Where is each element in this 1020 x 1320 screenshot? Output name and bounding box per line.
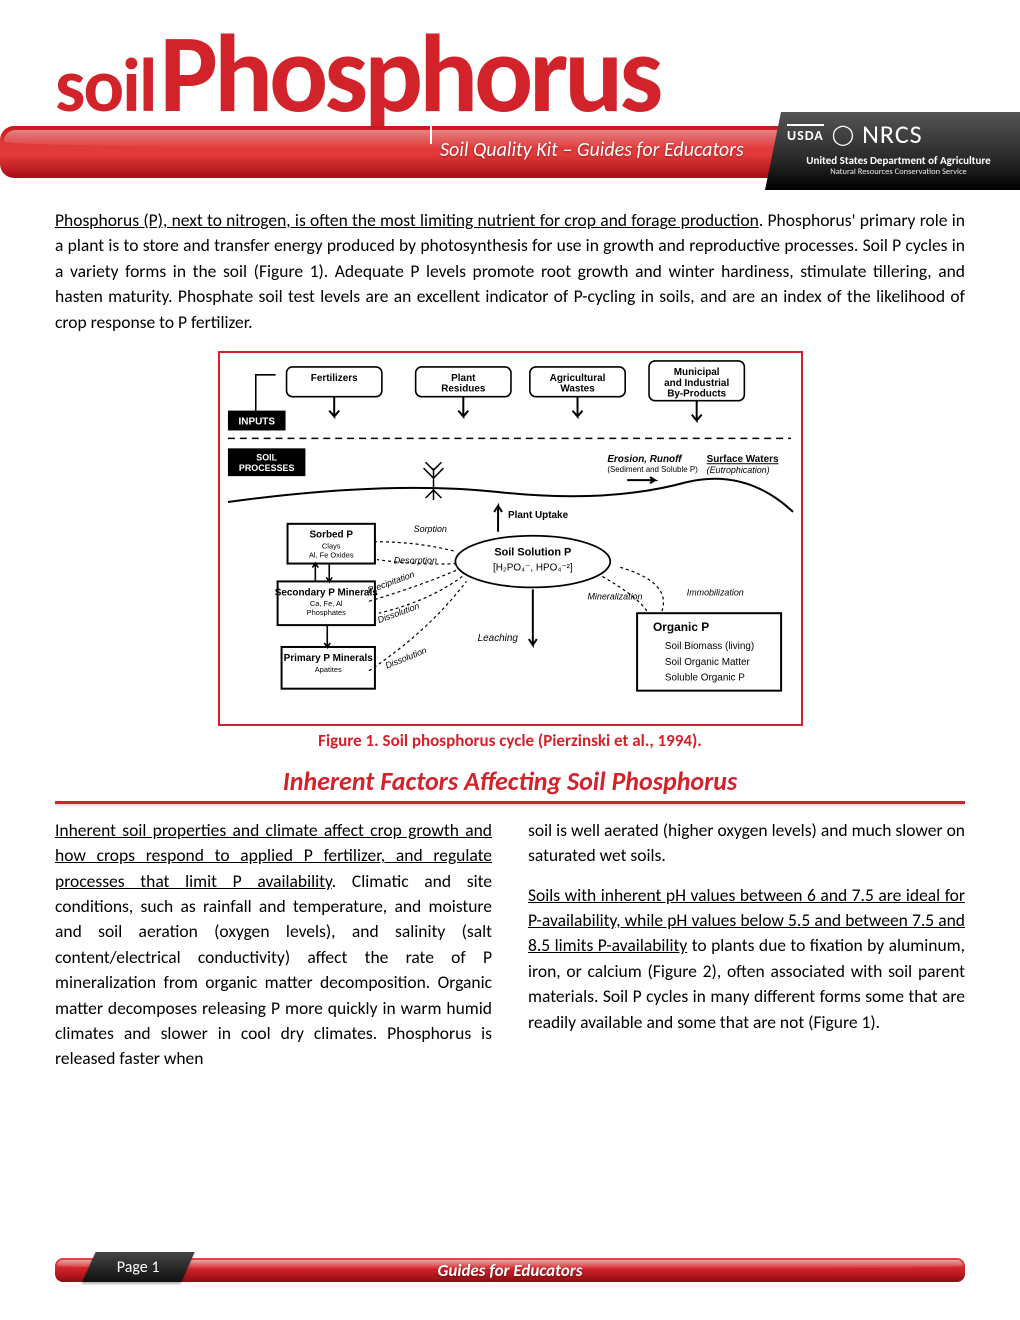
svg-text:Clays: Clays: [321, 542, 340, 551]
agency-dept: United States Department of Agriculture: [787, 154, 1010, 167]
nrcs-logo-text: NRCS: [862, 118, 922, 150]
svg-text:(Eutrophication): (Eutrophication): [706, 465, 769, 475]
title-prefix: soil: [55, 52, 156, 120]
svg-text:Sorbed P: Sorbed P: [309, 530, 353, 541]
header-subtitle: Soil Quality Kit – Guides for Educators: [440, 138, 744, 162]
section-heading: Inherent Factors Affecting Soil Phosphor…: [55, 765, 965, 797]
agency-badge: USDA ◯ NRCS United States Department of …: [765, 112, 1020, 190]
right-p1: soil is well aerated (higher oxygen leve…: [528, 818, 965, 869]
svg-text:Ca, Fe, Al: Ca, Fe, Al: [309, 599, 342, 608]
figure-1-container: Fertilizers PlantResidues AgriculturalWast…: [55, 351, 965, 751]
svg-text:Sorption: Sorption: [413, 524, 446, 534]
svg-text:Precipitation: Precipitation: [366, 569, 416, 595]
column-right: soil is well aerated (higher oxygen leve…: [528, 818, 965, 1072]
svg-text:Apatites: Apatites: [314, 665, 341, 674]
svg-text:Wastes: Wastes: [560, 384, 595, 395]
phosphorus-cycle-svg: Fertilizers PlantResidues AgriculturalWast…: [220, 353, 801, 725]
svg-text:Fertilizers: Fertilizers: [310, 373, 357, 384]
svg-text:Soil Biomass (living): Soil Biomass (living): [664, 641, 753, 652]
svg-text:Secondary P Minerals: Secondary P Minerals: [274, 587, 377, 598]
page-number-tab: Page 1: [82, 1252, 194, 1282]
svg-text:Mineralization: Mineralization: [587, 591, 642, 601]
title-main: Phosphorus: [160, 30, 660, 118]
svg-text:Plant Uptake: Plant Uptake: [508, 510, 569, 521]
intro-lead-underlined: Phosphorus (P), next to nitrogen, is oft…: [55, 209, 759, 231]
svg-text:Soil Solution P: Soil Solution P: [494, 546, 571, 558]
svg-text:Residues: Residues: [441, 384, 486, 395]
svg-text:Primary P Minerals: Primary P Minerals: [283, 653, 373, 664]
two-column-body: Inherent soil properties and climate aff…: [55, 818, 965, 1072]
nrcs-drop-icon: ◯: [832, 122, 854, 147]
svg-text:Phosphates: Phosphates: [306, 608, 346, 617]
column-left: Inherent soil properties and climate aff…: [55, 818, 492, 1072]
svg-text:Immobilization: Immobilization: [686, 587, 743, 597]
svg-text:Municipal: Municipal: [673, 367, 719, 378]
svg-text:Plant: Plant: [451, 373, 476, 384]
svg-text:Soluble Organic P: Soluble Organic P: [664, 673, 744, 684]
intro-paragraph: Phosphorus (P), next to nitrogen, is oft…: [55, 208, 965, 335]
svg-text:Soil Organic Matter: Soil Organic Matter: [664, 657, 750, 668]
svg-text:Leaching: Leaching: [477, 633, 518, 644]
document-header: soil Phosphorus Soil Quality Kit – Guide…: [55, 30, 965, 190]
svg-text:Erosion, Runoff: Erosion, Runoff: [607, 454, 683, 465]
svg-text:Agricultural: Agricultural: [549, 373, 605, 384]
page-number: Page 1: [117, 1258, 160, 1277]
svg-text:Al, Fe Oxides: Al, Fe Oxides: [308, 550, 353, 559]
footer-title: Guides for Educators: [55, 1258, 965, 1282]
svg-text:Dissolution: Dissolution: [383, 645, 427, 671]
figure-1-caption: Figure 1. Soil phosphorus cycle (Pierzin…: [55, 730, 965, 751]
svg-text:Surface Waters: Surface Waters: [706, 454, 778, 465]
usda-logo-text: USDA: [787, 124, 824, 144]
svg-text:Organic P: Organic P: [652, 620, 708, 634]
subtitle-tick: [430, 126, 432, 144]
svg-text:SOIL: SOIL: [256, 452, 277, 462]
svg-text:INPUTS: INPUTS: [238, 416, 275, 427]
svg-text:[H₂PO₄⁻, HPO₄⁻²]: [H₂PO₄⁻, HPO₄⁻²]: [492, 562, 572, 573]
page-footer: Page 1 Guides for Educators: [55, 1252, 965, 1286]
section-rule: [55, 801, 965, 804]
agency-service: Natural Resources Conservation Service: [787, 167, 1010, 177]
svg-text:PROCESSES: PROCESSES: [238, 463, 294, 473]
figure-1-diagram: Fertilizers PlantResidues AgriculturalWast…: [218, 351, 803, 726]
svg-text:and Industrial: and Industrial: [664, 378, 729, 389]
svg-text:Dissolution: Dissolution: [376, 601, 420, 625]
svg-text:By-Products: By-Products: [667, 389, 726, 400]
left-rest: . Climatic and site conditions, such as …: [55, 870, 492, 1070]
svg-text:(Sediment and Soluble P): (Sediment and Soluble P): [607, 465, 698, 474]
